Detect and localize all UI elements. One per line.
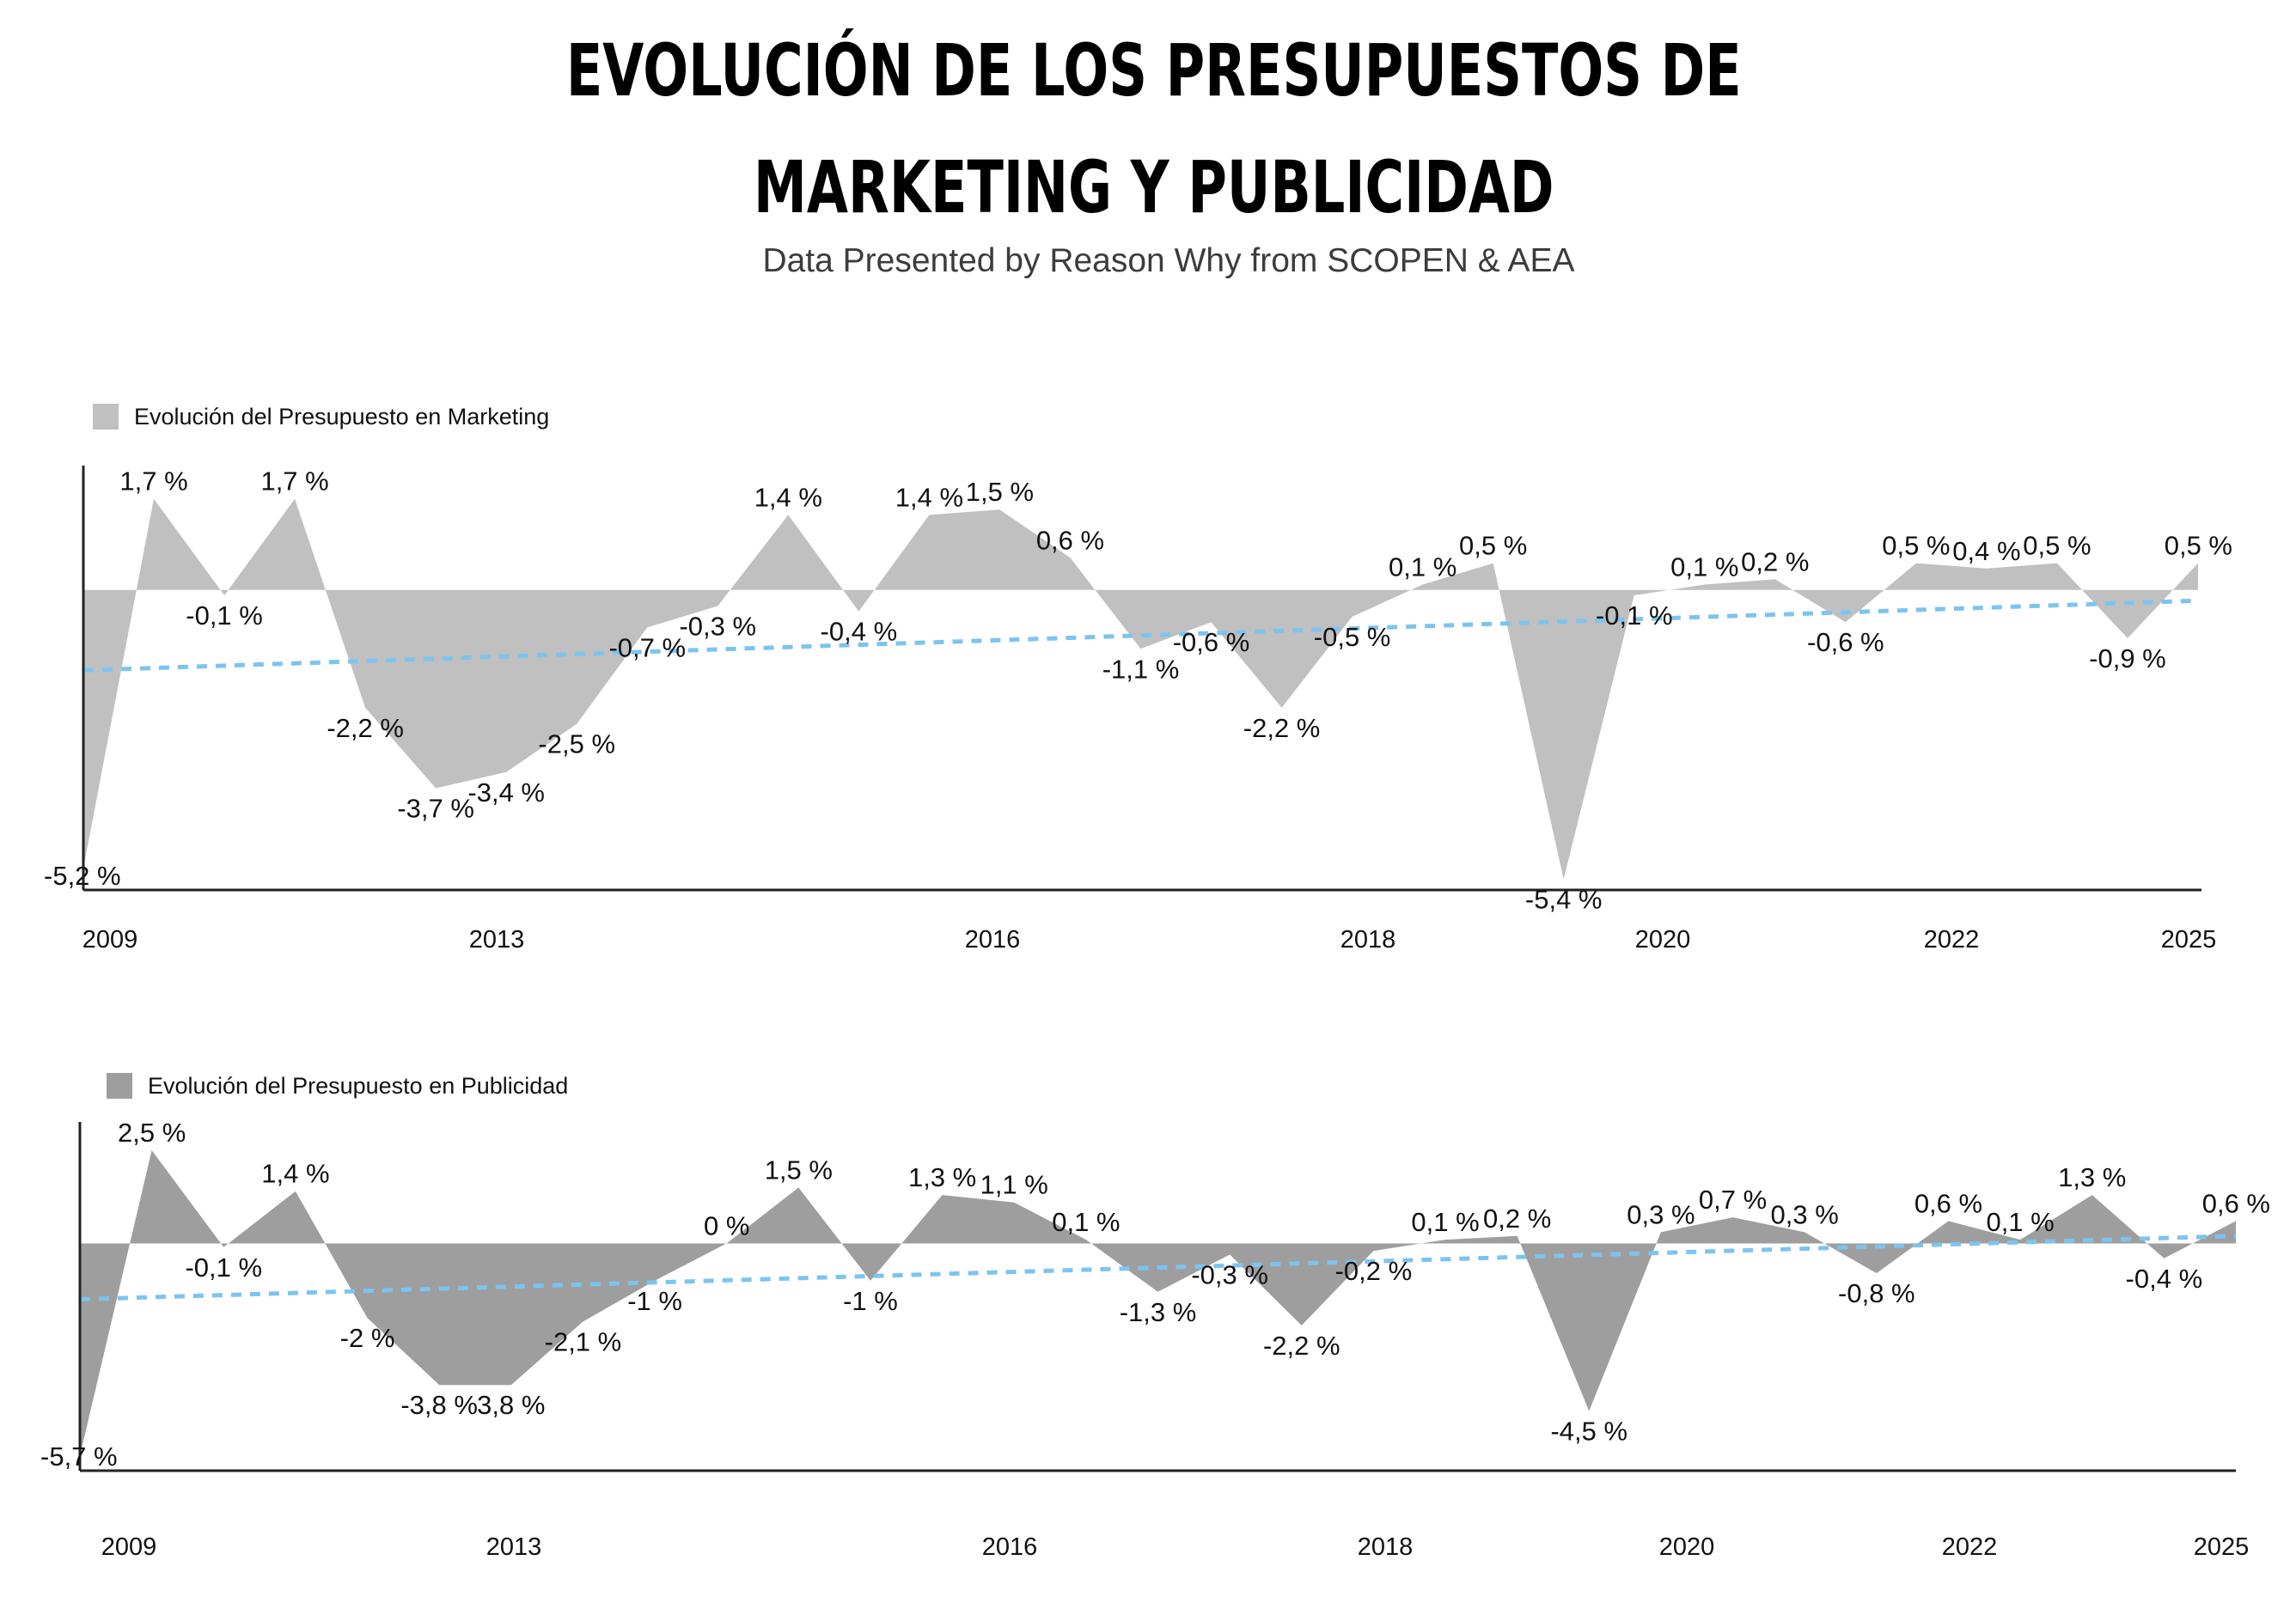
marketing-trend-line — [82, 598, 2199, 673]
publicidad-data-label: 0,1 % — [1986, 1207, 2054, 1237]
title-line-1: EVOLUCIÓN DE LOS PRESUPUESTOS DE — [565, 28, 1742, 113]
marketing-legend-swatch — [93, 404, 119, 430]
publicidad-x-tick-label: 2016 — [982, 1533, 1038, 1561]
publicidad-data-label: -0,3 % — [1191, 1259, 1268, 1289]
marketing-data-label: 0,5 % — [2023, 531, 2091, 561]
marketing-x-tick-label: 2009 — [82, 926, 138, 954]
marketing-data-label: 0,5 % — [1882, 531, 1950, 561]
marketing-data-label: 0,4 % — [1952, 536, 2020, 566]
marketing-data-label: -3,4 % — [467, 777, 545, 808]
marketing-data-label: -5,2 % — [44, 861, 121, 891]
marketing-data-label: -0,7 % — [608, 632, 686, 662]
publicidad-data-label: 0,2 % — [1483, 1204, 1551, 1234]
marketing-data-label: -0,4 % — [821, 617, 898, 647]
marketing-data-label: -0,5 % — [1314, 622, 1391, 652]
marketing-data-label: -0,1 % — [1596, 600, 1673, 631]
publicidad-data-label: 3,8 % — [477, 1390, 545, 1420]
publicidad-data-label: 0,1 % — [1411, 1207, 1479, 1237]
publicidad-data-label: 0,6 % — [2202, 1188, 2270, 1218]
chart-subtitle: Data Presented by Reason Why from SCOPEN… — [762, 242, 1575, 279]
marketing-data-label: 0,6 % — [1036, 525, 1104, 555]
publicidad-data-label: 0 % — [704, 1210, 749, 1240]
marketing-data-label: -0,1 % — [186, 600, 263, 631]
publicidad-data-label: -4,5 % — [1550, 1417, 1627, 1447]
publicidad-x-tick-label: 2009 — [101, 1533, 157, 1561]
marketing-data-label: -2,5 % — [538, 729, 615, 759]
marketing-data-label: 1,5 % — [966, 477, 1034, 507]
publicidad-data-label: 0,3 % — [1627, 1199, 1695, 1229]
title-line-2: MARKETING Y PUBLICIDAD — [753, 145, 1554, 229]
marketing-data-label: 1,4 % — [754, 482, 822, 512]
publicidad-data-label: 0,1 % — [1052, 1207, 1120, 1237]
marketing-data-label: 1,7 % — [119, 466, 187, 497]
marketing-data-label: -0,6 % — [1173, 627, 1250, 657]
marketing-legend-label: Evolución del Presupuesto en Marketing — [134, 404, 549, 430]
publicidad-x-tick-label: 2025 — [2194, 1533, 2250, 1561]
publicidad-data-label: 1,4 % — [261, 1159, 329, 1189]
marketing-x-tick-label: 2013 — [469, 926, 525, 954]
marketing-data-label: -2,2 % — [1243, 713, 1321, 743]
marketing-data-label: 1,7 % — [260, 466, 328, 497]
publicidad-data-label: 0,3 % — [1771, 1199, 1839, 1229]
publicidad-data-label: -3,8 % — [400, 1390, 478, 1420]
marketing-data-label: 1,4 % — [895, 482, 963, 512]
marketing-data-label: -1,1 % — [1102, 654, 1180, 684]
publicidad-data-label: -1 % — [627, 1286, 682, 1316]
marketing-data-label: -0,6 % — [1807, 627, 1884, 657]
publicidad-data-label: -0,2 % — [1335, 1256, 1413, 1286]
marketing-data-label: 0,5 % — [2165, 531, 2232, 561]
publicidad-data-label: -2 % — [340, 1323, 395, 1353]
publicidad-data-label: -1 % — [843, 1286, 898, 1316]
publicidad-data-label: 0,6 % — [1914, 1188, 1982, 1218]
publicidad-trend-line — [79, 1234, 2237, 1301]
marketing-data-label: -5,4 % — [1525, 885, 1603, 915]
marketing-x-tick-label: 2018 — [1340, 926, 1396, 954]
publicidad-area — [80, 1150, 2236, 1456]
publicidad-legend-swatch — [107, 1073, 132, 1099]
publicidad-data-label: 1,3 % — [2058, 1162, 2126, 1192]
publicidad-data-label: -0,8 % — [1838, 1278, 1915, 1308]
marketing-area — [83, 498, 2198, 880]
publicidad-data-label: -0,1 % — [185, 1252, 262, 1283]
marketing-data-label: 0,2 % — [1741, 546, 1809, 576]
marketing-data-label: 0,1 % — [1389, 552, 1456, 582]
publicidad-data-label: -2,2 % — [1263, 1331, 1340, 1361]
marketing-data-label: -3,7 % — [397, 794, 474, 824]
marketing-data-label: 0,1 % — [1670, 552, 1738, 582]
marketing-data-label: -0,3 % — [679, 611, 756, 641]
marketing-x-tick-label: 2020 — [1635, 926, 1691, 954]
publicidad-data-label: -0,4 % — [2126, 1264, 2203, 1294]
publicidad-data-label: -1,3 % — [1120, 1297, 1197, 1327]
publicidad-x-tick-label: 2020 — [1659, 1533, 1715, 1561]
publicidad-data-label: -5,7 % — [40, 1441, 118, 1472]
publicidad-data-label: 2,5 % — [118, 1118, 186, 1148]
publicidad-data-label: 1,1 % — [980, 1170, 1048, 1200]
marketing-data-label: -2,2 % — [327, 713, 404, 743]
marketing-x-tick-label: 2016 — [965, 926, 1021, 954]
marketing-x-tick-label: 2022 — [1924, 926, 1980, 954]
publicidad-data-label: 1,3 % — [908, 1162, 976, 1192]
publicidad-data-label: 1,5 % — [765, 1155, 833, 1185]
publicidad-data-label: -2,1 % — [545, 1327, 622, 1357]
chart-title: EVOLUCIÓN DE LOS PRESUPUESTOS DE MARKETI… — [304, 12, 2003, 246]
publicidad-legend-label: Evolución del Presupuesto en Publicidad — [148, 1073, 568, 1099]
marketing-data-label: -0,9 % — [2089, 643, 2166, 673]
marketing-data-label: 0,5 % — [1459, 531, 1527, 561]
publicidad-data-label: 0,7 % — [1699, 1185, 1767, 1215]
publicidad-x-tick-label: 2022 — [1942, 1533, 1998, 1561]
publicidad-x-tick-label: 2013 — [486, 1533, 542, 1561]
marketing-x-tick-label: 2025 — [2161, 926, 2217, 954]
publicidad-x-tick-label: 2018 — [1358, 1533, 1414, 1561]
